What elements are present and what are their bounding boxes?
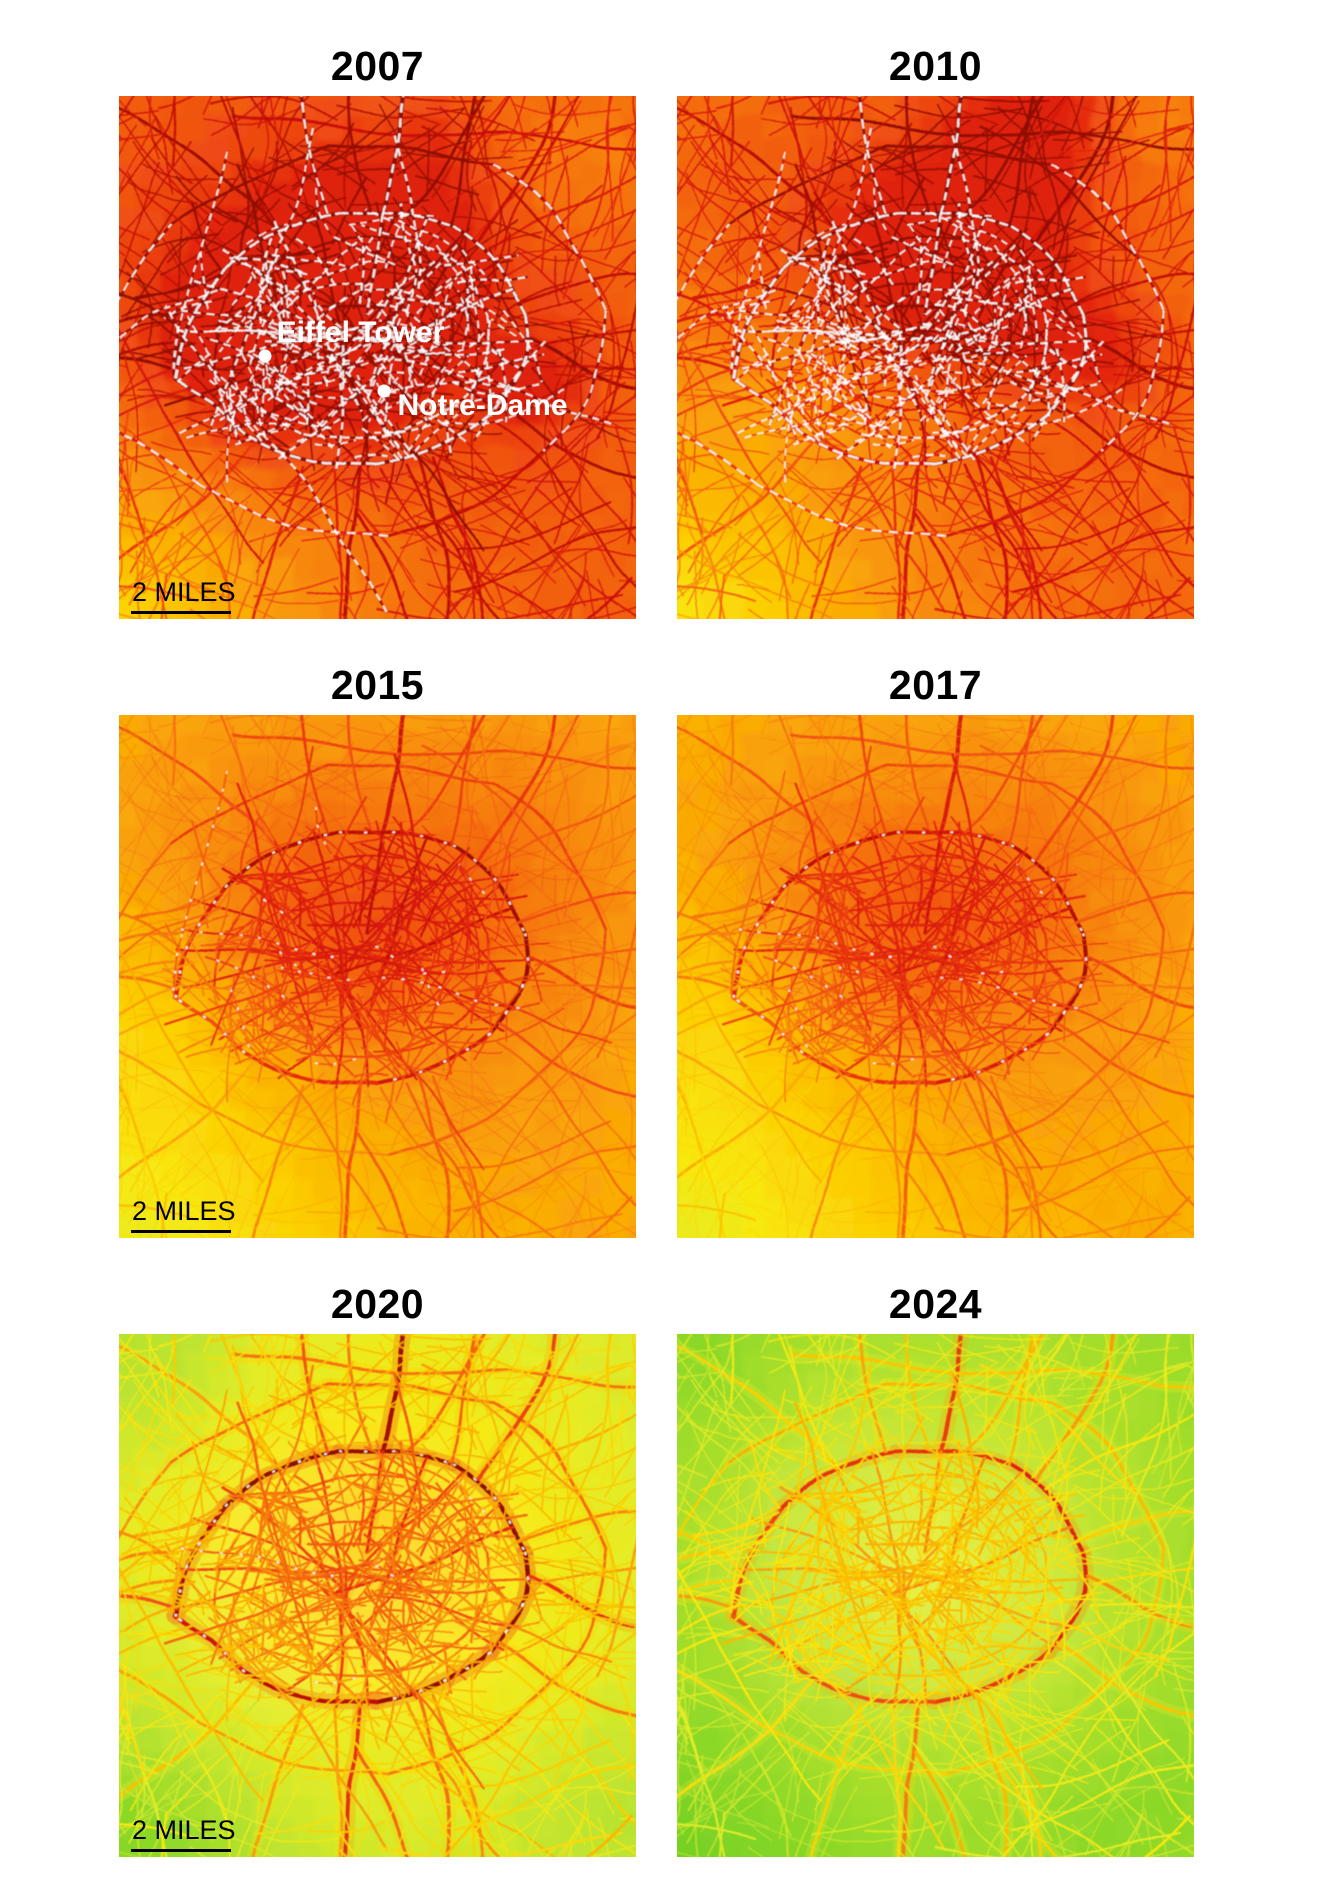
panel-title-2007: 2007 bbox=[330, 43, 425, 89]
pollution-map-2017 bbox=[677, 715, 1194, 1238]
scale-bar-line bbox=[131, 1849, 231, 1852]
map-svg-2015 bbox=[119, 715, 636, 1238]
roads-layer bbox=[119, 715, 636, 1238]
panel-title-2010: 2010 bbox=[888, 43, 983, 89]
roads-layer bbox=[677, 1334, 1194, 1857]
pollution-map-2024 bbox=[677, 1334, 1194, 1857]
roads-layer bbox=[119, 1334, 636, 1857]
panel-2015: 2015 2 MILES bbox=[119, 663, 636, 1238]
scale-bar: 2 MILES bbox=[131, 1817, 236, 1852]
map-svg-2007 bbox=[119, 96, 636, 619]
map-svg-2020 bbox=[119, 1334, 636, 1857]
panel-2020: 2020 2 MILES bbox=[119, 1282, 636, 1857]
scale-bar: 2 MILES bbox=[131, 1198, 236, 1233]
scale-bar: 2 MILES bbox=[131, 579, 236, 614]
panel-2010: 2010 bbox=[677, 44, 1194, 619]
road-network bbox=[119, 96, 636, 619]
casing-layer bbox=[732, 829, 1086, 1086]
map-svg-2024 bbox=[677, 1334, 1194, 1857]
scale-bar-label: 2 MILES bbox=[132, 1815, 236, 1845]
casing-layer bbox=[677, 96, 1173, 539]
bg-layer bbox=[119, 715, 636, 1238]
scale-bar-label: 2 MILES bbox=[132, 1196, 236, 1226]
scale-bar-line bbox=[131, 1230, 231, 1233]
panel-2007: 2007 Eiffel Tower Notre-Dame 2 MILES bbox=[119, 44, 636, 619]
panel-2017: 2017 bbox=[677, 663, 1194, 1238]
road-network bbox=[119, 715, 636, 1238]
scale-bar-label: 2 MILES bbox=[132, 577, 236, 607]
panel-2024: 2024 bbox=[677, 1282, 1194, 1857]
casing-layer bbox=[173, 767, 528, 1086]
panel-title-2015: 2015 bbox=[330, 662, 425, 708]
road-network bbox=[677, 96, 1194, 619]
road-network bbox=[677, 715, 1194, 1238]
panel-title-2024: 2024 bbox=[888, 1281, 983, 1327]
pollution-map-2020: 2 MILES bbox=[119, 1334, 636, 1857]
casing-layer bbox=[174, 1448, 528, 1705]
pollution-map-2015: 2 MILES bbox=[119, 715, 636, 1238]
notre-dame-marker bbox=[377, 384, 391, 398]
roads-layer bbox=[677, 715, 1194, 1238]
pollution-map-2010 bbox=[677, 96, 1194, 619]
map-svg-2010 bbox=[677, 96, 1194, 619]
map-svg-2017 bbox=[677, 715, 1194, 1238]
scale-bar-line bbox=[131, 611, 231, 614]
road-network bbox=[677, 1334, 1194, 1857]
eiffel-tower-marker bbox=[258, 349, 272, 363]
panel-title-2020: 2020 bbox=[330, 1281, 425, 1327]
road-network bbox=[119, 1334, 636, 1857]
pollution-map-2007: Eiffel Tower Notre-Dame 2 MILES bbox=[119, 96, 636, 619]
panel-title-2017: 2017 bbox=[888, 662, 983, 708]
